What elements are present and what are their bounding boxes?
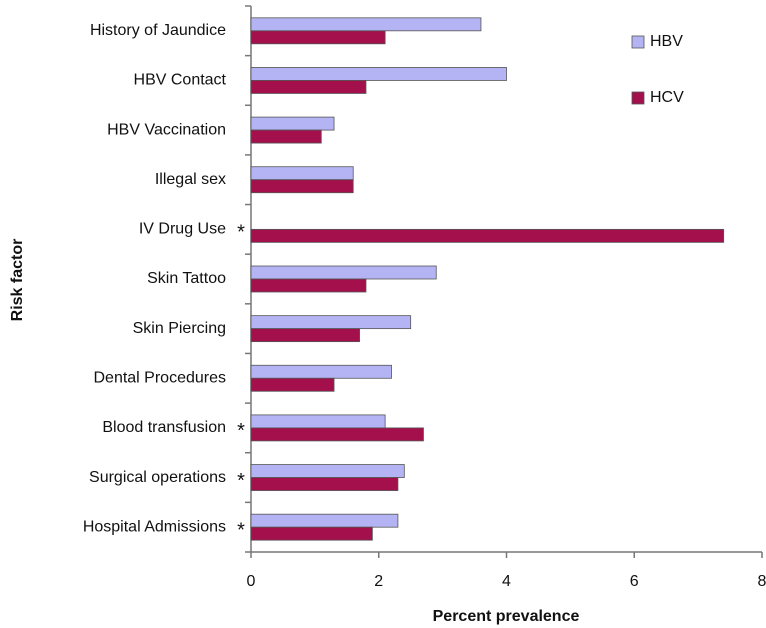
y-axis-label: Risk factor xyxy=(9,239,26,322)
y-tick-label: Skin Piercing xyxy=(133,320,226,337)
bar xyxy=(250,179,354,194)
bar xyxy=(250,129,322,144)
y-tick-label: HBV Contact xyxy=(134,72,227,89)
bar xyxy=(250,67,507,81)
bar xyxy=(250,464,405,478)
bar xyxy=(250,30,386,45)
significance-marker: * xyxy=(237,420,245,442)
y-tick-label: HBV Vaccination xyxy=(107,121,226,138)
x-tick-label: 6 xyxy=(630,573,639,590)
bar xyxy=(250,278,367,293)
legend-swatch xyxy=(631,35,645,49)
bar xyxy=(250,166,354,181)
x-tick-label: 4 xyxy=(502,573,511,590)
bar xyxy=(250,228,725,243)
y-tick-label: IV Drug Use xyxy=(139,221,226,238)
significance-marker: * xyxy=(237,222,245,244)
legend-swatch xyxy=(631,91,645,105)
bar xyxy=(250,364,392,379)
y-tick-label: Surgical operations xyxy=(89,469,226,486)
x-axis-label: Percent prevalence xyxy=(433,608,580,625)
y-tick-label: Dental Procedures xyxy=(93,369,226,386)
bar xyxy=(250,477,399,491)
bar xyxy=(250,315,412,330)
significance-marker: * xyxy=(237,470,245,492)
y-tick-label: Skin Tattoo xyxy=(147,270,226,287)
legend-label: HCV xyxy=(650,89,684,106)
bar xyxy=(250,265,437,280)
bar xyxy=(250,414,386,429)
x-tick-label: 2 xyxy=(374,573,383,590)
bar xyxy=(250,526,373,541)
bar xyxy=(250,328,360,343)
x-tick-label: 8 xyxy=(758,573,766,590)
bar xyxy=(250,513,399,528)
bar xyxy=(250,116,335,131)
bar xyxy=(250,80,367,94)
legend-label: HBV xyxy=(650,33,683,50)
y-tick-label: Hospital Admissions xyxy=(83,518,226,535)
bar xyxy=(250,17,482,32)
x-tick-label: 0 xyxy=(247,573,256,590)
bar xyxy=(250,377,335,392)
significance-marker: * xyxy=(237,519,245,541)
bar xyxy=(250,427,424,442)
y-tick-label: Blood transfusion xyxy=(102,419,226,436)
y-tick-label: Illegal sex xyxy=(155,171,226,188)
y-tick-label: History of Jaundice xyxy=(90,22,226,39)
